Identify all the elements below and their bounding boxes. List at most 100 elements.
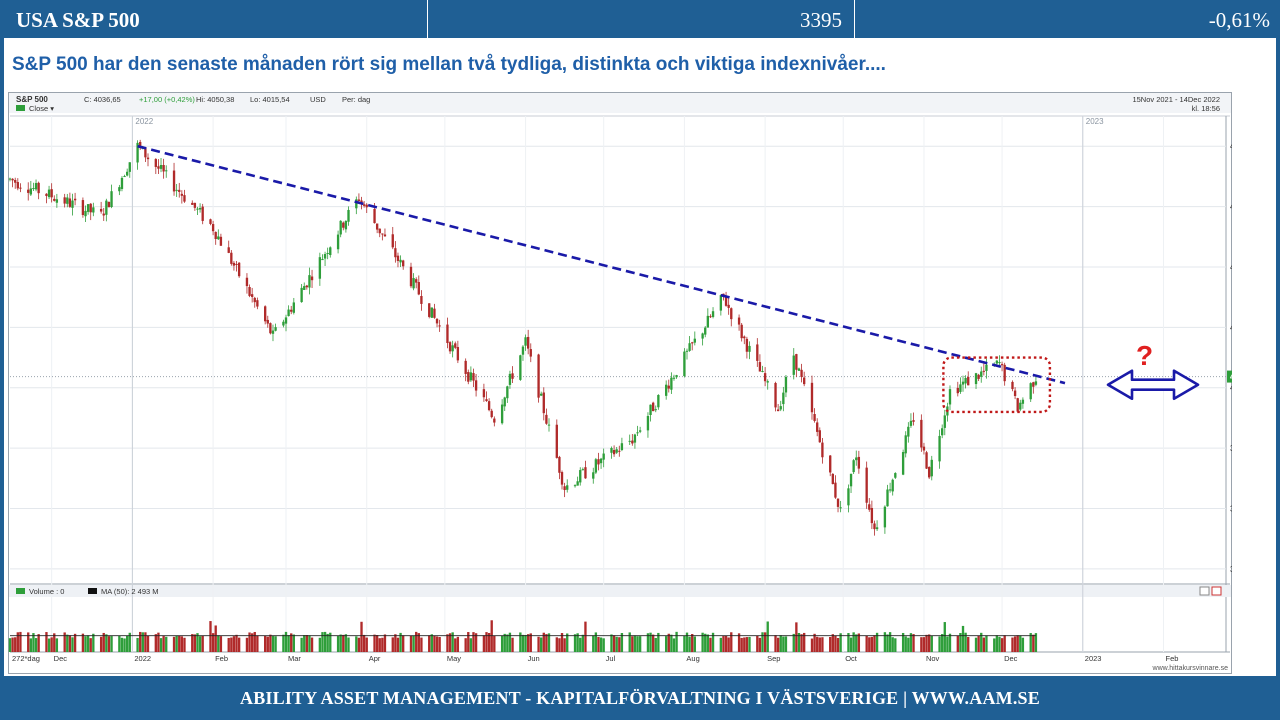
candle-body	[47, 189, 51, 198]
volume-bar	[763, 632, 767, 652]
volume-bar	[993, 638, 996, 652]
candle-body	[912, 420, 915, 422]
candle-body	[402, 260, 405, 267]
volume-bar	[618, 637, 621, 652]
volume-bar	[165, 636, 168, 652]
candle-body	[847, 488, 850, 506]
volume-bar	[576, 633, 579, 652]
month-label: Feb	[215, 654, 228, 663]
candle-body	[357, 199, 361, 201]
volume-bar	[974, 637, 978, 652]
candle-body	[342, 222, 345, 228]
candle-body	[16, 182, 19, 189]
volume-bar	[938, 636, 941, 652]
candle-body	[724, 297, 728, 306]
volume-bar	[766, 621, 769, 652]
candle-body	[412, 278, 415, 289]
candle-body	[836, 498, 840, 507]
candle-body	[128, 162, 131, 172]
candle-body	[1032, 382, 1035, 387]
candle-body	[110, 191, 113, 208]
volume-bar	[347, 637, 350, 652]
volume-bar	[982, 637, 986, 652]
candle-body	[32, 188, 35, 190]
volume-bar	[821, 637, 824, 652]
volume-bar	[1011, 637, 1014, 652]
candle-body	[831, 473, 834, 485]
last-price-badge	[1227, 370, 1232, 383]
volume-bar	[211, 633, 215, 652]
info-low: Lo: 4015,54	[250, 95, 290, 104]
volume-bar	[597, 636, 600, 652]
candle-body	[967, 376, 970, 386]
candle-body	[27, 189, 30, 193]
volume-bar	[849, 637, 853, 652]
candle-body	[292, 302, 295, 313]
candle-body	[175, 189, 178, 191]
volume-bar	[493, 635, 496, 652]
volume-bar	[154, 634, 157, 652]
candle-body	[360, 200, 363, 203]
candle-body	[756, 344, 759, 361]
volume-bar	[99, 636, 103, 652]
candle-body	[810, 382, 814, 413]
volume-bar	[73, 633, 77, 652]
candle-body	[409, 266, 413, 287]
volume-bar	[977, 635, 980, 652]
volume-bar	[271, 636, 275, 652]
candle-body	[592, 472, 595, 479]
candle-body	[474, 380, 478, 391]
volume-bar	[920, 637, 923, 652]
candle-body	[584, 467, 587, 479]
month-label: Dec	[1004, 654, 1018, 663]
volume-bar	[438, 637, 441, 652]
volume-bar	[250, 633, 254, 652]
volume-bar	[558, 638, 561, 652]
candle-body	[857, 456, 861, 469]
volume-bar	[394, 634, 397, 652]
month-label: Mar	[288, 654, 301, 663]
volume-bar	[646, 633, 650, 652]
volume-bar	[323, 631, 327, 652]
volume-bar	[776, 637, 780, 652]
candle-body	[636, 432, 639, 434]
candle-body	[303, 286, 306, 290]
volume-bar	[32, 633, 35, 652]
volume-bar	[831, 634, 834, 652]
volume-bar	[107, 636, 111, 652]
candle-body	[506, 386, 509, 399]
candle-body	[227, 247, 230, 253]
candle-body	[250, 294, 254, 297]
volume-bar	[29, 638, 33, 652]
candle-body	[235, 263, 238, 265]
candle-body	[688, 343, 691, 351]
price-tick-label: 4000	[1230, 384, 1232, 393]
volume-bar	[339, 634, 342, 652]
candle-body	[193, 202, 197, 208]
candle-body	[162, 165, 165, 172]
volume-bar	[162, 636, 165, 652]
candle-body	[266, 319, 269, 324]
volume-bar	[834, 635, 837, 652]
candle-body	[29, 188, 33, 195]
candle-body	[232, 262, 236, 266]
candle-body	[745, 338, 749, 352]
candle-body	[959, 384, 962, 392]
candle-body	[19, 187, 22, 189]
candle-body	[938, 435, 941, 462]
volume-bar	[321, 632, 324, 652]
volume-bar	[157, 632, 160, 652]
candle-body	[982, 370, 986, 372]
volume-bar	[336, 636, 340, 652]
volume-bar	[500, 635, 504, 652]
candle-body	[763, 373, 767, 382]
top-bar: USA S&P 500 3395 -0,61%	[0, 0, 1280, 38]
volume-bar	[487, 632, 491, 652]
candle-body	[948, 389, 952, 405]
volume-bar	[730, 632, 733, 652]
volume-bar	[308, 635, 311, 652]
volume-bar	[409, 635, 413, 652]
candle-body	[834, 482, 837, 498]
candle-body	[157, 166, 160, 169]
volume-bar	[508, 632, 512, 652]
